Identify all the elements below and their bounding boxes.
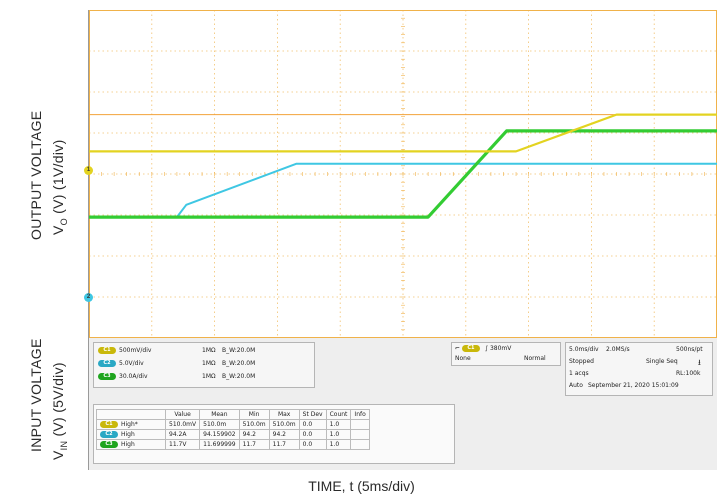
info-panel: C1 500mV/div 1MΩ B_W:20.0M C2 5.0V/div 1MΩ… xyxy=(89,338,717,470)
vo-scale: (V) (1V/div) xyxy=(50,139,66,219)
channel-row[interactable]: C1 500mV/div 1MΩ B_W:20.0M xyxy=(98,347,255,354)
ch2-ground-marker[interactable]: 2 xyxy=(84,293,93,302)
value-cell: 94.2A xyxy=(164,429,201,440)
channel-row[interactable]: C3 30.0A/div 1MΩ B_W:20.0M xyxy=(98,373,255,380)
input-voltage-label: INPUT VOLTAGE xyxy=(28,338,44,452)
waveform-chart xyxy=(89,10,717,338)
row-label: High* xyxy=(121,421,138,428)
header-cell: Info xyxy=(350,409,370,420)
row-label: High xyxy=(121,431,135,438)
output-voltage-label: OUTPUT VOLTAGE xyxy=(28,111,44,240)
measurement-row[interactable]: C1 High* 510.0mV 510.0m 510.0m 510.0m 0.0… xyxy=(96,419,370,430)
trigger-mode: Normal xyxy=(524,355,546,362)
input-voltage-unit-label: VIN (V) (5V/div) xyxy=(50,362,69,460)
ch1-ground-marker[interactable]: 1 xyxy=(84,166,93,175)
count-cell: 1.0 xyxy=(325,429,352,440)
waveform-plot[interactable]: 1 2 xyxy=(84,10,717,338)
ch1-bandwidth: B_W:20.0M xyxy=(222,347,256,354)
channel-row[interactable]: C2 5.0V/div 1MΩ B_W:20.0M xyxy=(98,360,255,367)
trigger-edge-icon: ⌐ xyxy=(455,345,461,352)
trigger-box[interactable]: ⌐ C1 ∫ 380mV None Normal xyxy=(451,342,561,366)
mean-cell: 11.699999 xyxy=(199,439,240,450)
stdev-cell: 0.0 xyxy=(298,429,327,440)
ch3-badge[interactable]: C3 xyxy=(98,373,116,380)
header-cell: St Dev xyxy=(298,409,327,420)
count-cell: 1.0 xyxy=(325,439,352,450)
row-channel-badge: C2 xyxy=(100,431,118,438)
timebase-box[interactable]: 5.0ms/div 2.0MS/s 500ns/pt Stopped Singl… xyxy=(565,342,713,396)
row-channel-badge: C1 xyxy=(100,421,118,428)
ch3-impedance: 1MΩ xyxy=(202,373,216,380)
min-cell: 11.7 xyxy=(238,439,270,450)
ch3-scale: 30.0A/div xyxy=(119,373,148,380)
row-label: High xyxy=(121,441,135,448)
count-cell: 1.0 xyxy=(325,419,352,430)
ch1-badge[interactable]: C1 xyxy=(98,347,116,354)
ch3-bandwidth: B_W:20.0M xyxy=(222,373,256,380)
ch1-yellow-trace xyxy=(89,113,717,153)
measurement-row[interactable]: C3 High 11.7V 11.699999 11.7 11.7 0.0 1.0 xyxy=(96,439,370,450)
vo-subscript: O xyxy=(58,218,69,226)
download-arrow-icon[interactable]: ⭳ xyxy=(698,358,701,367)
trigger-level: 380mV xyxy=(489,345,512,352)
min-cell: 94.2 xyxy=(238,429,270,440)
header-cell: Min xyxy=(238,409,270,420)
ch2-impedance: 1MΩ xyxy=(202,360,216,367)
header-cell: Mean xyxy=(199,409,240,420)
max-cell: 510.0m xyxy=(268,419,300,430)
resolution: 500ns/pt xyxy=(676,346,703,353)
vin-symbol: V xyxy=(50,450,66,460)
row-channel-badge: C3 xyxy=(100,441,118,448)
trigger-coupling: None xyxy=(455,355,471,362)
info-cell xyxy=(350,439,370,450)
output-voltage-unit-label: VO (V) (1V/div) xyxy=(50,139,69,235)
auto-label: Auto xyxy=(569,382,583,389)
measurement-row[interactable]: C2 High 94.2A 94.159902 94.2 94.2 0.0 1.0 xyxy=(96,429,370,440)
acq-count: 1 acqs xyxy=(569,370,589,377)
vo-symbol: V xyxy=(50,225,66,235)
record-length: RL:100k xyxy=(676,370,701,377)
time-axis-label: TIME, t (5ms/div) xyxy=(308,478,415,494)
info-cell xyxy=(350,429,370,440)
max-cell: 11.7 xyxy=(268,439,300,450)
mean-cell: 94.159902 xyxy=(199,429,240,440)
ch1-scale: 500mV/div xyxy=(119,347,152,354)
ch2-bandwidth: B_W:20.0M xyxy=(222,360,256,367)
ch2-scale: 5.0V/div xyxy=(119,360,144,367)
output-voltage-title: OUTPUT VOLTAGE xyxy=(28,110,44,240)
rising-edge-icon: ∫ xyxy=(484,345,489,352)
date-time: September 21, 2020 15:01:09 xyxy=(588,382,679,389)
header-cell: Max xyxy=(268,409,300,420)
oscilloscope-screen: 1 2 C1 500mV/div 1MΩ B_W:20.0M C2 5.0V/div… xyxy=(84,10,717,470)
channel-settings-box: C1 500mV/div 1MΩ B_W:20.0M C2 5.0V/div 1MΩ… xyxy=(93,342,315,388)
ch3-green-trace xyxy=(89,129,717,219)
value-cell: 510.0mV xyxy=(164,419,201,430)
mean-cell: 510.0m xyxy=(199,419,240,430)
value-cell: 11.7V xyxy=(164,439,201,450)
stdev-cell: 0.0 xyxy=(298,419,327,430)
ch1-impedance: 1MΩ xyxy=(202,347,216,354)
header-cell: Value xyxy=(164,409,201,420)
min-cell: 510.0m xyxy=(238,419,270,430)
max-cell: 94.2 xyxy=(268,429,300,440)
measurement-table: Value Mean Min Max St Dev Count Info C1 H… xyxy=(96,409,370,450)
info-cell xyxy=(350,419,370,430)
trigger-channel-badge: C1 xyxy=(461,345,480,352)
ch2-badge[interactable]: C2 xyxy=(98,360,116,367)
vin-scale: (V) (5V/div) xyxy=(50,362,66,441)
timebase-scale: 5.0ms/div xyxy=(569,346,599,353)
trigger-row: ⌐ C1 ∫ 380mV xyxy=(455,345,511,352)
acq-seq: Single Seq xyxy=(646,358,678,365)
input-voltage-title: INPUT VOLTAGE xyxy=(28,338,44,452)
vin-subscript: IN xyxy=(58,440,69,451)
measurement-box: Value Mean Min Max St Dev Count Info C1 H… xyxy=(93,404,455,464)
stdev-cell: 0.0 xyxy=(298,439,327,450)
header-cell xyxy=(96,409,166,420)
measurement-header-row: Value Mean Min Max St Dev Count Info xyxy=(96,409,370,420)
acq-state: Stopped xyxy=(569,358,594,365)
sample-rate: 2.0MS/s xyxy=(606,346,630,353)
header-cell: Count xyxy=(325,409,352,420)
